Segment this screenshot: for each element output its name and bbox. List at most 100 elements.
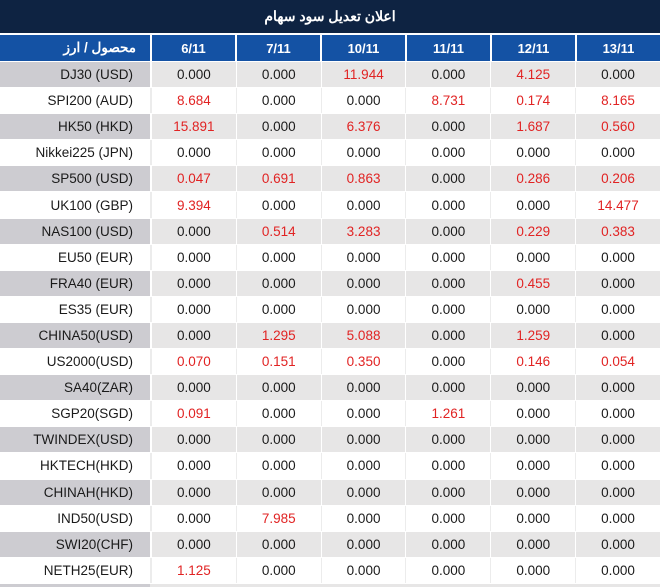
value-cell: 0.000 (575, 479, 660, 505)
value-cell: 0.000 (150, 296, 236, 322)
table-title: اعلان تعديل سود سهام (0, 0, 660, 33)
value-cell: 0.000 (235, 453, 321, 479)
column-header-date: 10/11 (320, 35, 405, 61)
value-cell: 1.259 (490, 322, 576, 349)
column-header-date: 12/11 (490, 35, 575, 61)
value-cell: 0.000 (320, 401, 406, 427)
value-cell: 0.229 (490, 218, 576, 244)
value-cell: 1.125 (150, 557, 236, 583)
table-header-row: محصول / ارز 6/11 7/11 10/11 11/11 12/11 13/11 (0, 33, 660, 62)
table-row: HK50 (HKD) 15.891 0.000 6.376 0.000 1.687 0.56… (0, 114, 660, 141)
value-cell: 0.000 (490, 479, 576, 505)
value-cell: 0.000 (150, 270, 236, 296)
column-header-date: 6/11 (150, 35, 235, 61)
value-cell: 0.000 (235, 296, 321, 322)
value-cell: 0.000 (490, 531, 576, 557)
value-cell: 0.000 (320, 244, 406, 270)
value-cell: 0.000 (405, 349, 491, 375)
value-cell: 0.000 (575, 140, 660, 166)
value-cell: 0.560 (575, 114, 660, 140)
value-cell: 0.000 (235, 114, 321, 140)
value-cell: 0.000 (150, 140, 236, 166)
value-cell: 0.000 (405, 244, 491, 270)
value-cell: 0.383 (575, 218, 660, 244)
row-label: SPI200 (AUD) (0, 88, 150, 114)
table-row: CHINAH(HKD) 0.000 0.000 0.000 0.000 0.000 0.00… (0, 479, 660, 506)
table-row: Nikkei225 (JPN) 0.000 0.000 0.000 0.000 0.000… (0, 140, 660, 167)
value-cell: 0.000 (405, 427, 491, 453)
value-cell: 0.000 (235, 192, 321, 218)
row-label: FRA40 (EUR) (0, 270, 150, 296)
value-cell: 0.000 (235, 244, 321, 270)
value-cell: 14.477 (575, 192, 660, 218)
table-row: SPI200 (AUD) 8.684 0.000 0.000 8.731 0.174 8.1… (0, 88, 660, 115)
value-cell: 0.000 (320, 296, 406, 322)
column-header-date: 7/11 (235, 35, 320, 61)
value-cell: 11.944 (320, 62, 406, 88)
bottom-edge-values-segment (150, 584, 660, 587)
value-cell: 8.165 (575, 88, 660, 114)
value-cell: 0.000 (405, 453, 491, 479)
value-cell: 0.000 (320, 140, 406, 166)
value-cell: 0.000 (320, 427, 406, 453)
row-label: DJ30 (USD) (0, 62, 150, 88)
value-cell: 0.000 (320, 88, 406, 114)
table-row: ES35 (EUR) 0.000 0.000 0.000 0.000 0.000 0.000 (0, 296, 660, 323)
value-cell: 0.000 (320, 531, 406, 557)
value-cell: 0.000 (235, 557, 321, 583)
value-cell: 0.146 (490, 349, 576, 375)
value-cell: 0.000 (405, 270, 491, 296)
value-cell: 0.000 (150, 322, 236, 349)
row-label: SP500 (USD) (0, 166, 150, 192)
value-cell: 0.000 (235, 479, 321, 505)
table-row: SWI20(CHF) 0.000 0.000 0.000 0.000 0.000 0.000 (0, 531, 660, 558)
row-label: NETH25(EUR) (0, 557, 150, 583)
value-cell: 0.000 (575, 427, 660, 453)
value-cell: 0.000 (405, 62, 491, 88)
value-cell: 1.261 (405, 401, 491, 427)
value-cell: 0.000 (150, 375, 236, 401)
value-cell: 0.000 (150, 427, 236, 453)
value-cell: 0.174 (490, 88, 576, 114)
table-row: NAS100 (USD) 0.000 0.514 3.283 0.000 0.229 0.3… (0, 218, 660, 245)
table-row: SA40(ZAR) 0.000 0.000 0.000 0.000 0.000 0.000 (0, 375, 660, 402)
row-label: CHINAH(HKD) (0, 479, 150, 505)
value-cell: 0.000 (490, 375, 576, 401)
table-row: IND50(USD) 0.000 7.985 0.000 0.000 0.000 0.000 (0, 505, 660, 532)
value-cell: 0.000 (320, 192, 406, 218)
value-cell: 0.000 (150, 453, 236, 479)
row-label: HKTECH(HKD) (0, 453, 150, 479)
value-cell: 0.286 (490, 166, 576, 192)
value-cell: 0.000 (405, 322, 491, 349)
row-label: TWINDEX(USD) (0, 427, 150, 453)
value-cell: 8.684 (150, 88, 236, 114)
row-label: NAS100 (USD) (0, 218, 150, 244)
row-label: CHINA50(USD) (0, 322, 150, 349)
value-cell: 0.000 (235, 401, 321, 427)
row-label: SWI20(CHF) (0, 531, 150, 557)
row-label: Nikkei225 (JPN) (0, 140, 150, 166)
value-cell: 0.000 (575, 270, 660, 296)
row-label: SGP20(SGD) (0, 401, 150, 427)
table-row: DJ30 (USD) 0.000 0.000 11.944 0.000 4.125 0.00… (0, 62, 660, 89)
value-cell: 0.000 (405, 296, 491, 322)
value-cell: 0.000 (405, 114, 491, 140)
row-label: IND50(USD) (0, 505, 150, 531)
table-row: TWINDEX(USD) 0.000 0.000 0.000 0.000 0.000 0.0… (0, 427, 660, 454)
value-cell: 0.000 (490, 140, 576, 166)
value-cell: 0.000 (575, 505, 660, 531)
value-cell: 0.863 (320, 166, 406, 192)
row-label: EU50 (EUR) (0, 244, 150, 270)
table-row: FRA40 (EUR) 0.000 0.000 0.000 0.000 0.455 0.00… (0, 270, 660, 297)
value-cell: 0.000 (405, 166, 491, 192)
value-cell: 0.000 (150, 244, 236, 270)
table-row: HKTECH(HKD) 0.000 0.000 0.000 0.000 0.000 0.00… (0, 453, 660, 480)
value-cell: 0.000 (575, 244, 660, 270)
value-cell: 0.000 (235, 427, 321, 453)
column-header-date: 11/11 (405, 35, 490, 61)
value-cell: 0.000 (235, 88, 321, 114)
value-cell: 7.985 (235, 505, 321, 531)
value-cell: 0.000 (405, 192, 491, 218)
value-cell: 0.000 (320, 453, 406, 479)
